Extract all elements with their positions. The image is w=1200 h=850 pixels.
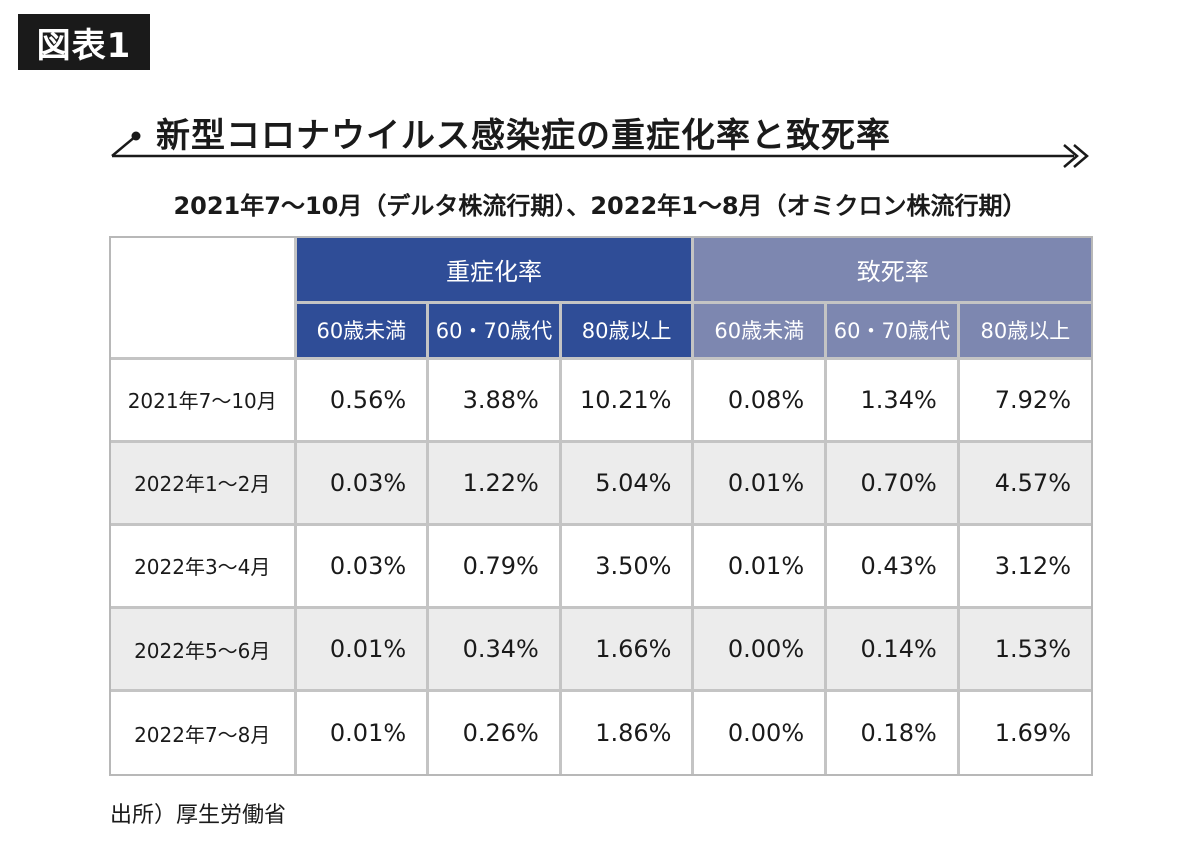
column-header: 60歳未満 (295, 300, 430, 358)
table-row: 2022年3～4月 0.03% 0.79% 3.50% 0.01% 0.43% 3.12% (111, 522, 1091, 608)
row-period-label: 2022年5～6月 (111, 606, 297, 691)
chart-subtitle: 2021年7～10月（デルタ株流行期）、2022年1～8月（オミクロン株流行期） (173, 192, 1027, 220)
column-header: 60歳未満 (692, 300, 828, 358)
chart-title: 新型コロナウイルス感染症の重症化率と致死率 (156, 116, 891, 156)
value-cell: 10.21% (560, 356, 695, 442)
value-cell: 0.00% (692, 689, 828, 774)
table-body: 2021年7～10月 0.56% 3.88% 10.21% 0.08% 1.34% 7.92… (111, 356, 1091, 774)
value-cell: 0.26% (427, 689, 562, 774)
value-cell: 3.12% (958, 522, 1091, 608)
title-line-slant (111, 135, 137, 157)
value-cell: 1.86% (560, 689, 695, 774)
table-row: 2022年5～6月 0.01% 0.34% 1.66% 0.00% 0.14% 1.53% (111, 606, 1091, 691)
column-header: 80歳以上 (560, 300, 695, 358)
value-cell: 7.92% (958, 356, 1091, 442)
table-row: 2022年7～8月 0.01% 0.26% 1.86% 0.00% 0.18% 1.69% (111, 689, 1091, 774)
table-row: 2021年7～10月 0.56% 3.88% 10.21% 0.08% 1.34% 7.92… (111, 356, 1091, 442)
value-cell: 0.43% (825, 522, 960, 608)
column-header: 60・70歳代 (427, 300, 562, 358)
value-cell: 0.70% (825, 439, 960, 525)
title-arrow-line (111, 131, 1089, 168)
title-line-chevron-1 (1063, 144, 1079, 168)
value-cell: 0.01% (692, 439, 828, 525)
value-cell: 0.34% (427, 606, 562, 691)
value-cell: 3.88% (427, 356, 562, 442)
data-table-wrapper: 重症化率 致死率 60歳未満 60・70歳代 80歳以上 60歳未満 60・70… (109, 236, 1093, 776)
value-cell: 0.03% (295, 522, 430, 608)
value-cell: 0.79% (427, 522, 562, 608)
value-cell: 0.14% (825, 606, 960, 691)
source-note: 出所）厚生労働省 (110, 803, 287, 828)
value-cell: 1.66% (560, 606, 695, 691)
value-cell: 1.22% (427, 439, 562, 525)
column-header: 60・70歳代 (825, 300, 960, 358)
value-cell: 0.08% (692, 356, 828, 442)
value-cell: 0.01% (295, 606, 430, 691)
table-row: 2022年1～2月 0.03% 1.22% 5.04% 0.01% 0.70% 4.57% (111, 439, 1091, 525)
title-line-chevron-2 (1073, 144, 1089, 168)
data-table: 重症化率 致死率 60歳未満 60・70歳代 80歳以上 60歳未満 60・70… (111, 238, 1091, 774)
value-cell: 0.56% (295, 356, 430, 442)
row-period-label: 2022年7～8月 (111, 689, 297, 774)
value-cell: 0.18% (825, 689, 960, 774)
column-header: 80歳以上 (958, 300, 1091, 358)
row-period-label: 2022年1～2月 (111, 439, 297, 525)
value-cell: 0.03% (295, 439, 430, 525)
value-cell: 0.01% (692, 522, 828, 608)
row-period-label: 2021年7～10月 (111, 356, 297, 442)
value-cell: 4.57% (958, 439, 1091, 525)
group-header-mortality: 致死率 (692, 238, 1091, 302)
row-period-label: 2022年3～4月 (111, 522, 297, 608)
value-cell: 3.50% (560, 522, 695, 608)
table-corner-cell (111, 238, 297, 360)
value-cell: 1.53% (958, 606, 1091, 691)
value-cell: 0.01% (295, 689, 430, 774)
value-cell: 5.04% (560, 439, 695, 525)
value-cell: 1.34% (825, 356, 960, 442)
figure-label: 図表1 (18, 14, 150, 70)
value-cell: 1.69% (958, 689, 1091, 774)
value-cell: 0.00% (692, 606, 828, 691)
group-header-severity: 重症化率 (295, 238, 695, 302)
